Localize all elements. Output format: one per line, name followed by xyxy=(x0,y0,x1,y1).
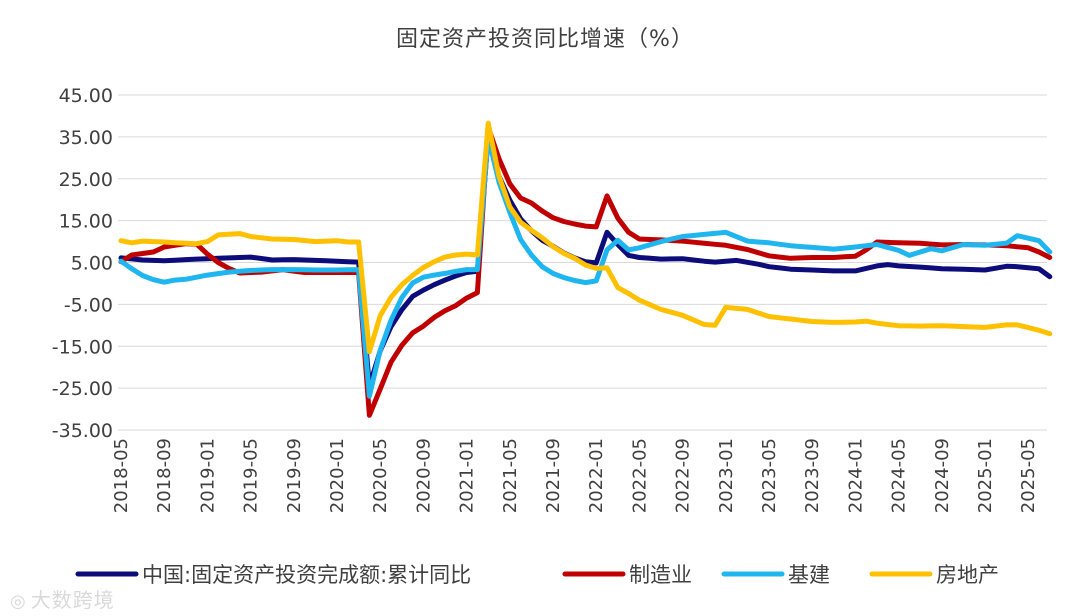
x-tick-label: 2021-01 xyxy=(457,438,478,513)
legend-label: 房地产 xyxy=(936,563,999,587)
y-tick-label: -25.00 xyxy=(52,378,113,400)
x-tick-label: 2020-01 xyxy=(327,438,348,513)
legend-label: 制造业 xyxy=(629,563,692,587)
y-tick-label: 15.00 xyxy=(59,211,113,233)
y-tick-label: 35.00 xyxy=(59,127,113,149)
x-tick-label: 2019-05 xyxy=(241,438,262,513)
x-tick-label: 2024-09 xyxy=(932,438,953,513)
x-tick-label: 2021-09 xyxy=(543,438,564,513)
series-line-基建 xyxy=(118,134,1053,399)
ring-logo-icon: ◎ xyxy=(10,591,27,612)
x-tick-label: 2025-01 xyxy=(975,438,996,513)
y-tick-label: -35.00 xyxy=(52,420,113,442)
watermark-text: 大数跨境 xyxy=(30,588,115,612)
legend-label: 基建 xyxy=(788,563,830,587)
x-tick-label: 2023-01 xyxy=(716,438,737,513)
x-tick-label: 2018-09 xyxy=(154,438,175,513)
y-tick-label: 5.00 xyxy=(71,253,113,275)
x-tick-label: 2024-01 xyxy=(845,438,866,513)
watermark: ◎ 大数跨境 xyxy=(10,584,115,613)
x-tick-label: 2025-05 xyxy=(1018,438,1039,513)
y-tick-label: -15.00 xyxy=(52,336,113,358)
y-tick-label: -5.00 xyxy=(64,294,113,316)
y-tick-label: 25.00 xyxy=(59,169,113,191)
x-tick-label: 2022-09 xyxy=(673,438,694,513)
x-tick-label: 2021-05 xyxy=(500,438,521,513)
y-tick-label: 45.00 xyxy=(59,85,113,107)
chart-title: 固定资产投资同比增速（%） xyxy=(396,27,694,52)
series-line-房地产 xyxy=(118,120,1053,355)
legend: 中国:固定资产投资完成额:累计同比 制造业 基建 房地产 xyxy=(75,563,999,587)
x-tick-label: 2023-05 xyxy=(759,438,780,513)
x-tick-label: 2024-05 xyxy=(889,438,910,513)
series-lines xyxy=(118,120,1053,418)
x-tick-label: 2018-05 xyxy=(111,438,132,513)
x-tick-label: 2020-09 xyxy=(413,438,434,513)
x-tick-label: 2022-05 xyxy=(629,438,650,513)
series-line-中国:固定资产投资完成额:累计同比 xyxy=(118,134,1053,389)
x-tick-label: 2019-09 xyxy=(284,438,305,513)
legend-label: 中国:固定资产投资完成额:累计同比 xyxy=(142,563,471,587)
x-tick-label: 2023-09 xyxy=(802,438,823,513)
x-axis-tick-labels: 2018-05 2018-09 2019-01 2019-05 2019-09 2020-… xyxy=(111,438,1039,513)
x-tick-label: 2019-01 xyxy=(197,438,218,513)
y-axis-tick-labels: 45.00 35.00 25.00 15.00 5.00 -5.00 -15.00 -25.0… xyxy=(52,85,113,442)
x-tick-label: 2020-05 xyxy=(370,438,391,513)
x-tick-label: 2022-01 xyxy=(586,438,607,513)
